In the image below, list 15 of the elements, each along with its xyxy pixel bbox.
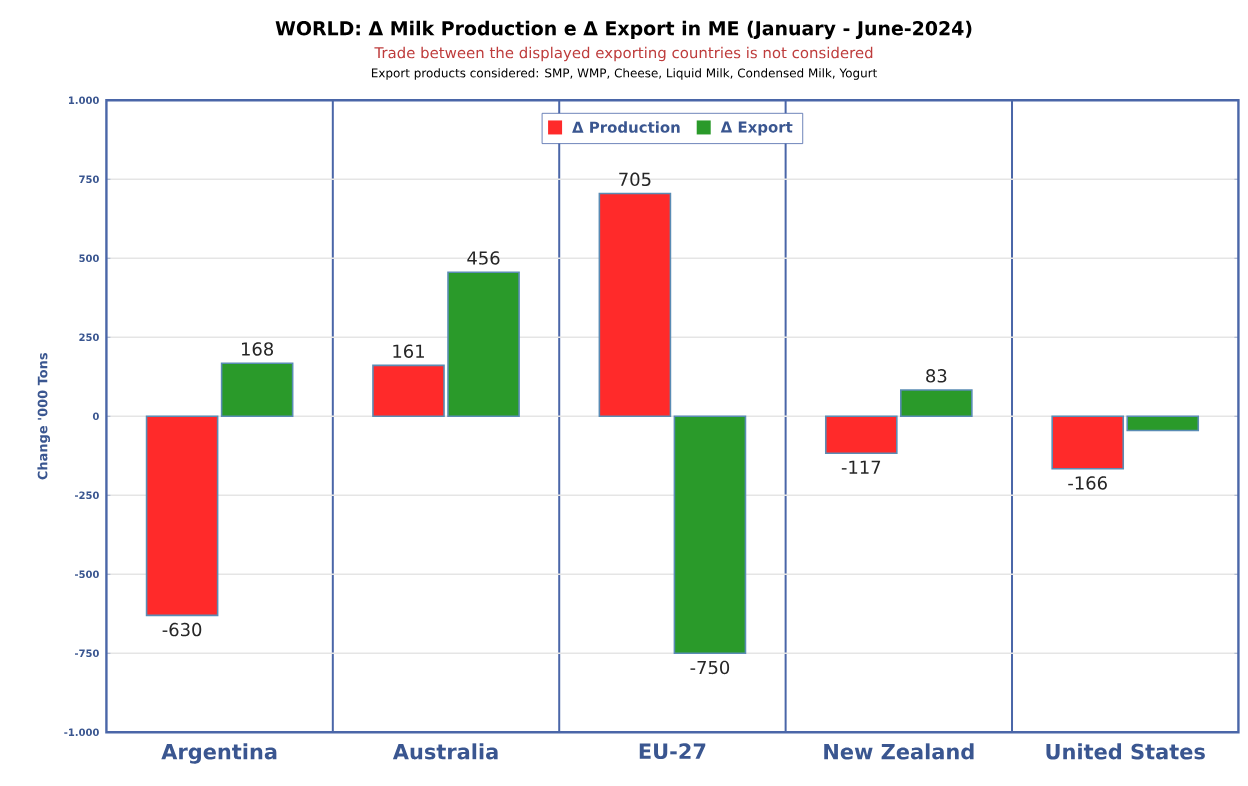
chart-title: WORLD: Δ Milk Production e Δ Export in ME (January - June-2024) [275, 20, 972, 40]
x-tick-label: Australia [392, 743, 498, 760]
data-label: -117 [841, 460, 881, 474]
data-label: -166 [1068, 476, 1107, 490]
x-tick-label: Argentina [161, 743, 277, 764]
data-label: -630 [162, 622, 202, 637]
data-label: 161 [393, 344, 424, 358]
x-tick-label: United States [1046, 743, 1205, 760]
data-label: -750 [690, 660, 730, 675]
data-label: 705 [619, 172, 651, 187]
data-label: 456 [467, 251, 500, 265]
x-tick-label: EU-27 [639, 743, 706, 760]
data-label: 168 [241, 342, 274, 356]
data-label: 83 [926, 369, 947, 383]
x-tick-label: New Zealand [824, 743, 974, 760]
